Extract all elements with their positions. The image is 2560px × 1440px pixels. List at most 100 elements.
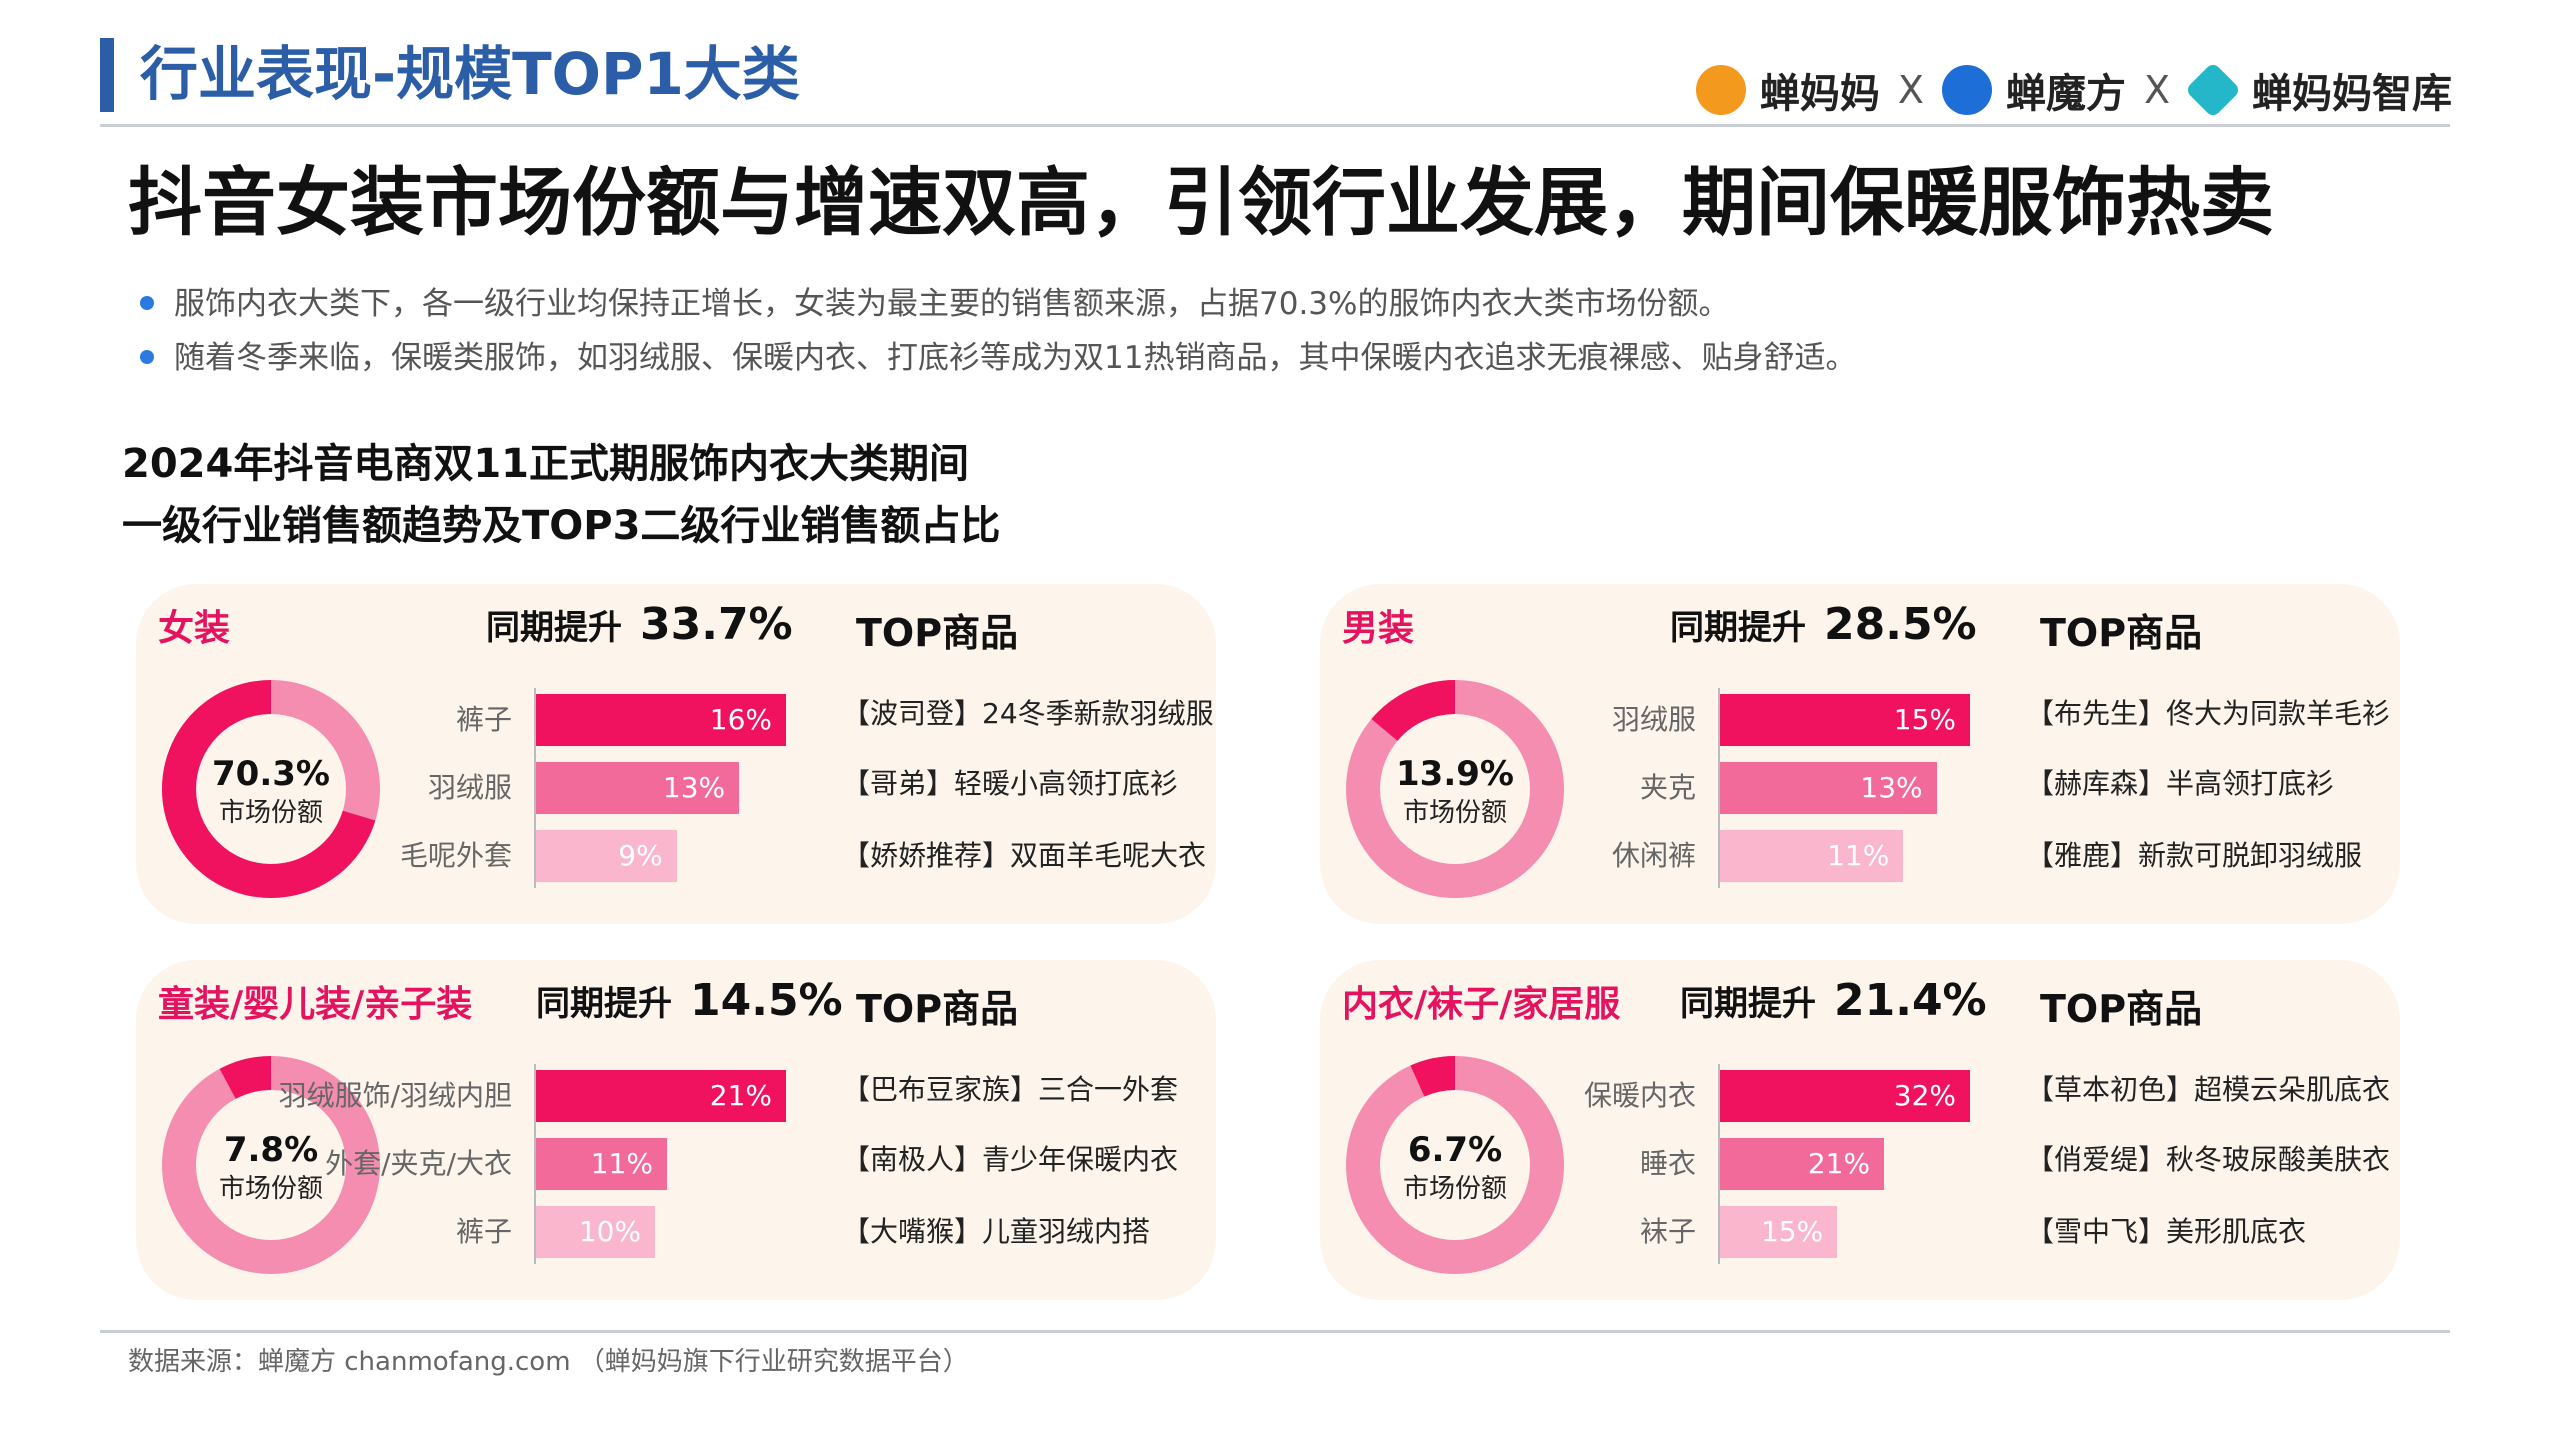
bar: 13% [1720,762,1937,814]
bullet-dot-icon [140,349,154,364]
bar-value-label: 21% [1807,1147,1871,1180]
bar-value-label: 15% [1760,1215,1824,1248]
growth-label: 同期提升 [1670,608,1806,648]
chart-title-line: 2024年抖音电商双11正式期服饰内衣大类期间 [122,441,969,487]
bar: 15% [1720,694,1970,746]
data-source: 数据来源：蝉魔方 chanmofang.com （蝉妈妈旗下行业研究数据平台） [128,1347,969,1377]
growth-label: 同期提升 [486,608,622,648]
subcategory-label: 保暖内衣 [1583,1079,1696,1112]
bar: 10% [536,1206,656,1258]
category-panel: 内衣/袜子/家居服 同期提升 21.4% TOP商品 6.7% 市场份额 保暖内衣 32% 睡衣… [1320,960,2400,1300]
donut-share-segment [162,1056,380,1274]
top-product-item: 【哥弟】轻暖小高领打底衫 [842,767,1179,800]
bar: 16% [536,694,786,746]
bar-value-label: 15% [1893,703,1956,736]
category-panel: 童装/婴儿装/亲子装 同期提升 14.5% TOP商品 7.8% 市场份额 羽绒服饰/羽绒内… [136,960,1216,1300]
brand-logos: 蝉妈妈 X 蝉魔方 X 蝉妈妈智库 [1695,58,2452,122]
chanmofang-logo-icon [1941,65,1992,115]
growth-rate: 同期提升 14.5% [536,976,843,1029]
top-product-item: 【布先生】佟大为同款羊毛衫 [2026,697,2391,730]
top-product-item: 【巴布豆家族】三合一外套 [842,1073,1179,1106]
bullet-text: 服饰内衣大类下，各一级行业均保持正增长，女装为最主要的销售额来源，占据70.3%… [174,286,1730,322]
subcategory-label: 羽绒服饰/羽绒内胆 [278,1079,512,1112]
chanmama-logo-icon [1695,65,1746,115]
bar-axis [534,688,536,888]
bar-axis [1718,1064,1720,1264]
donut-center-label: 6.7% 市场份额 [1340,1128,1570,1206]
donut-share-segment [1346,1056,1564,1274]
market-share-value: 70.3% [212,754,330,794]
top-product-item: 【雅鹿】新款可脱卸羽绒服 [2026,839,2363,872]
market-share-donut [162,1056,380,1274]
bar-value-label: 11% [1827,839,1890,872]
bar-axis [534,1064,536,1264]
bullet-text: 随着冬季来临，保暖类服饰，如羽绒服、保暖内衣、打底衫等成为双11热销商品，其中保… [174,340,1857,376]
logo-separator: X [2143,68,2170,112]
header-accent-bar [100,38,114,112]
donut-center-label: 7.8% 市场份额 [156,1128,386,1206]
market-share-label: 市场份额 [218,798,323,828]
top-product-item: 【娇娇推荐】双面羊毛呢大衣 [842,839,1207,872]
category-name: 童装/婴儿装/亲子装 [158,984,473,1025]
top-product-item: 【波司登】24冬季新款羽绒服 [842,697,1214,730]
subcategory-label: 羽绒服 [1611,703,1696,736]
category-panel: 男装 同期提升 28.5% TOP商品 13.9% 市场份额 羽绒服 15% 夹克 13% 休闲裤 1… [1320,584,2400,924]
bar-value-label: 16% [709,703,772,736]
subcategory-label: 毛呢外套 [399,839,512,872]
bar: 32% [1720,1070,1970,1122]
growth-value: 21.4% [1834,975,1987,1026]
market-share-value: 6.7% [1407,1130,1503,1170]
subcategory-label: 裤子 [455,1215,512,1248]
bar-value-label: 32% [1893,1079,1956,1112]
bar-value-label: 9% [618,839,663,872]
top-product-item: 【雪中飞】美形肌底衣 [2026,1215,2307,1248]
growth-rate: 同期提升 21.4% [1680,976,1987,1029]
category-name: 女装 [158,608,231,649]
bar: 9% [536,830,677,882]
market-share-donut [1346,680,1564,898]
donut-center-label: 70.3% 市场份额 [156,752,386,830]
growth-value: 28.5% [1824,599,1977,650]
page-header-title: 行业表现-规模TOP1大类 [140,40,800,108]
growth-rate: 同期提升 33.7% [486,600,793,653]
logo-separator: X [1897,68,1924,112]
logo-chanmama: 蝉妈妈 [1759,71,1880,117]
bar: 11% [536,1138,667,1190]
bar-value-label: 13% [662,771,726,804]
top-products-heading: TOP商品 [2040,611,2203,655]
bullet-point: 随着冬季来临，保暖类服饰，如羽绒服、保暖内衣、打底衫等成为双11热销商品，其中保… [140,336,1856,380]
top-product-item: 【俏爱缇】秋冬玻尿酸美肤衣 [2026,1143,2391,1176]
top-products-heading: TOP商品 [856,987,1019,1031]
market-share-value: 13.9% [1396,754,1514,794]
bar: 21% [536,1070,786,1122]
market-share-donut [162,680,380,898]
category-name: 内衣/袜子/家居服 [1342,984,1621,1025]
bullet-point: 服饰内衣大类下，各一级行业均保持正增长，女装为最主要的销售额来源，占据70.3%… [140,282,1729,326]
category-name: 男装 [1342,608,1415,649]
growth-value: 33.7% [640,599,793,650]
top-product-item: 【草本初色】超模云朵肌底衣 [2026,1073,2391,1106]
growth-label: 同期提升 [536,984,672,1024]
top-products-heading: TOP商品 [856,611,1019,655]
growth-value: 14.5% [690,975,843,1026]
top-product-item: 【赫库森】半高领打底衫 [2026,767,2335,800]
subcategory-label: 外套/夹克/大衣 [325,1147,512,1180]
bar-value-label: 13% [1860,771,1923,804]
bar: 11% [1720,830,1904,882]
market-share-label: 市场份额 [1402,798,1507,828]
market-share-label: 市场份额 [218,1174,323,1204]
top-product-item: 【大嘴猴】儿童羽绒内搭 [842,1215,1151,1248]
logo-chanmama-zhiku: 蝉妈妈智库 [2252,71,2452,117]
bar-value-label: 10% [578,1215,642,1248]
bar-value-label: 21% [709,1079,772,1112]
bullet-dot-icon [140,295,154,310]
chanmama-zhiku-logo-icon [2184,61,2242,119]
subcategory-label: 羽绒服 [427,771,512,804]
top-products-heading: TOP商品 [2040,987,2203,1031]
footer-divider [100,1330,2450,1333]
top-product-item: 【南极人】青少年保暖内衣 [842,1143,1179,1176]
chart-title-line: 一级行业销售额趋势及TOP3二级行业销售额占比 [122,503,1001,549]
main-title: 抖音女装市场份额与增速双高，引领行业发展，期间保暖服饰热卖 [128,160,2274,246]
subcategory-label: 夹克 [1639,771,1696,804]
bar: 13% [536,762,740,814]
